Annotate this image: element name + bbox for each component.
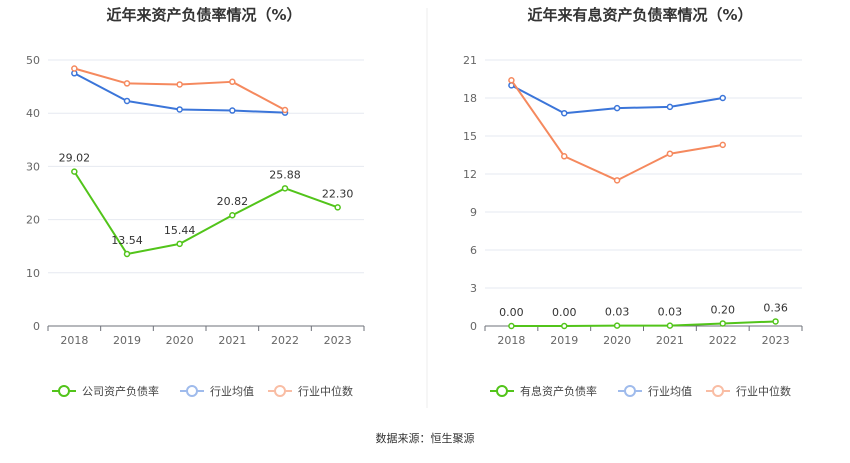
x-tick-label: 2019 (550, 334, 578, 347)
y-tick-label: 21 (463, 54, 477, 67)
data-point (71, 168, 78, 175)
legend-label: 行业均值 (210, 385, 254, 398)
data-label: 0.03 (605, 306, 630, 319)
legend-marker (496, 385, 508, 397)
legend-label: 有息资产负债率 (520, 384, 597, 398)
legend-label: 行业中位数 (736, 384, 791, 398)
chart-title: 近年来资产负债率情况（%） (106, 6, 301, 24)
y-tick-label: 12 (463, 168, 477, 181)
data-point (176, 81, 183, 88)
x-tick-label: 2022 (271, 334, 299, 347)
data-label: 20.82 (217, 195, 249, 208)
x-tick-label: 2018 (60, 334, 88, 347)
y-tick-label: 20 (26, 214, 40, 227)
data-label: 13.54 (111, 234, 143, 247)
data-point (229, 107, 236, 114)
y-tick-label: 0 (33, 320, 40, 333)
legend-marker (274, 385, 286, 397)
x-tick-label: 2019 (113, 334, 141, 347)
data-source-note: 数据来源：恒生聚源 (375, 432, 475, 445)
data-label: 29.02 (59, 152, 91, 165)
legend-marker (624, 385, 636, 397)
x-tick-label: 2022 (709, 334, 737, 347)
y-tick-label: 15 (463, 130, 477, 143)
x-tick-label: 2020 (166, 334, 194, 347)
data-label: 0.00 (499, 306, 524, 319)
data-point (71, 65, 78, 72)
data-point (123, 80, 131, 87)
data-label: 25.88 (269, 168, 301, 181)
data-point (123, 97, 131, 105)
data-point (508, 322, 515, 330)
data-point (772, 318, 779, 325)
x-tick-label: 2021 (218, 334, 246, 347)
data-label: 0.00 (552, 306, 577, 319)
data-point (176, 240, 183, 248)
data-point (719, 320, 726, 327)
series-line-2 (510, 79, 723, 182)
data-point (561, 153, 568, 160)
data-point (719, 94, 726, 102)
x-tick-label: 2023 (324, 334, 352, 347)
data-point (613, 177, 621, 184)
x-tick-label: 2020 (603, 334, 631, 347)
data-label: 15.44 (164, 224, 196, 237)
y-tick-label: 6 (470, 244, 477, 257)
legend-label: 行业中位数 (298, 384, 353, 398)
y-tick-label: 30 (26, 160, 40, 173)
data-point (561, 322, 568, 330)
y-tick-label: 3 (470, 282, 477, 295)
x-tick-label: 2023 (762, 334, 790, 347)
data-label: 22.30 (322, 187, 354, 200)
data-point (613, 104, 621, 112)
y-tick-label: 0 (470, 320, 477, 333)
y-tick-label: 9 (470, 206, 477, 219)
data-point (561, 109, 568, 117)
data-point (719, 141, 726, 149)
data-point (281, 106, 289, 114)
data-point (281, 185, 289, 192)
data-point (508, 77, 515, 84)
legend-marker (186, 385, 198, 397)
chart-title: 近年来有息资产负债率情况（%） (527, 6, 752, 24)
data-point (123, 250, 131, 258)
data-point (229, 78, 236, 86)
y-tick-label: 18 (463, 92, 477, 105)
legend-marker (712, 385, 724, 397)
data-point (666, 322, 674, 329)
data-point (229, 211, 236, 219)
data-label: 0.36 (763, 301, 788, 314)
series-line-0 (511, 320, 776, 327)
data-point (334, 204, 341, 211)
x-tick-label: 2018 (497, 334, 525, 347)
data-label: 0.03 (658, 306, 683, 319)
data-label: 0.20 (711, 303, 736, 316)
x-tick-label: 2021 (656, 334, 684, 347)
y-tick-label: 10 (26, 267, 40, 280)
data-point (666, 150, 674, 157)
legend-marker (58, 385, 70, 397)
data-point (176, 106, 183, 113)
y-tick-label: 50 (26, 54, 40, 67)
legend-label: 行业均值 (648, 385, 692, 398)
data-point (666, 103, 674, 111)
series-line-0 (73, 171, 339, 255)
y-tick-label: 40 (26, 107, 40, 120)
legend-label: 公司资产负债率 (82, 384, 159, 398)
data-point (613, 322, 621, 329)
